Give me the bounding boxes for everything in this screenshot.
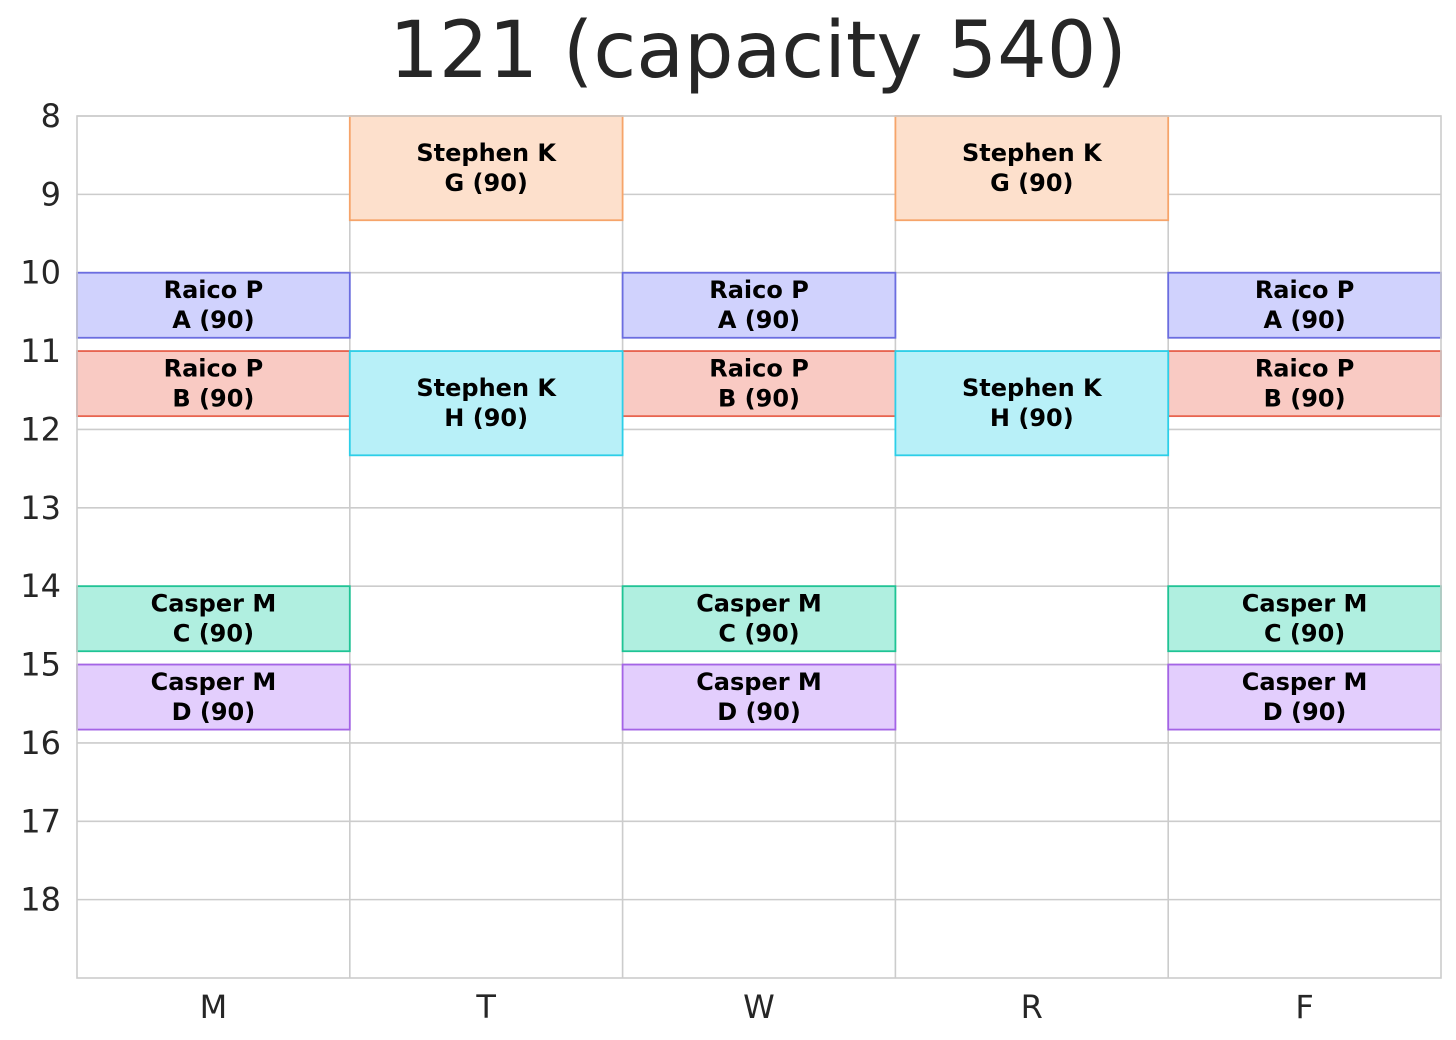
block-instructor-label: Casper M (151, 668, 277, 696)
hour-tick-label: 15 (20, 646, 61, 684)
hour-tick-label: 9 (41, 175, 61, 213)
block-section-label: H (90) (444, 404, 528, 432)
course-block (621, 271, 897, 339)
hour-tick-label: 10 (20, 254, 61, 292)
course-block (348, 350, 624, 457)
block-instructor-label: Casper M (1242, 668, 1368, 696)
block-instructor-label: Raico P (1255, 276, 1355, 304)
block-section-label: C (90) (173, 620, 254, 648)
block-section-label: D (90) (172, 698, 256, 726)
course-block (894, 115, 1170, 222)
block-instructor-label: Stephen K (962, 374, 1103, 402)
block-section-label: A (90) (718, 306, 800, 334)
course-block (621, 585, 897, 653)
block-section-label: C (90) (718, 620, 799, 648)
block-instructor-label: Casper M (151, 590, 277, 618)
plot-frame (76, 115, 1442, 979)
day-tick-label: T (475, 988, 496, 1026)
hour-tick-label: 8 (41, 97, 61, 135)
block-instructor-label: Stephen K (416, 374, 557, 402)
plot-area (77, 116, 1441, 978)
block-section-label: A (90) (172, 306, 254, 334)
course-block (1167, 663, 1442, 731)
block-section-label: B (90) (718, 385, 800, 413)
hour-tick-label: 13 (20, 489, 61, 527)
course-block (76, 350, 351, 418)
block-instructor-label: Stephen K (416, 139, 557, 167)
course-block (348, 115, 624, 222)
block-instructor-label: Casper M (696, 668, 822, 696)
course-block (894, 350, 1170, 457)
block-section-label: B (90) (1264, 385, 1346, 413)
block-section-label: D (90) (717, 698, 801, 726)
block-instructor-label: Casper M (696, 590, 822, 618)
block-instructor-label: Raico P (709, 355, 809, 383)
course-block (1167, 271, 1442, 339)
hour-tick-label: 18 (20, 881, 61, 919)
block-section-label: B (90) (172, 385, 254, 413)
block-section-label: C (90) (1264, 620, 1345, 648)
block-section-label: H (90) (990, 404, 1074, 432)
course-block (1167, 350, 1442, 418)
block-instructor-label: Stephen K (962, 139, 1103, 167)
block-instructor-label: Raico P (164, 355, 264, 383)
block-section-label: D (90) (1263, 698, 1347, 726)
hour-tick-label: 14 (20, 567, 61, 605)
course-block (76, 271, 351, 339)
day-tick-label: F (1295, 988, 1313, 1026)
block-section-label: G (90) (990, 169, 1073, 197)
block-section-label: G (90) (445, 169, 528, 197)
hour-tick-label: 11 (20, 332, 61, 370)
hour-tick-label: 16 (20, 724, 61, 762)
chart-title: 121 (capacity 540) (389, 6, 1127, 96)
course-block (621, 663, 897, 731)
block-instructor-label: Raico P (164, 276, 264, 304)
block-instructor-label: Raico P (709, 276, 809, 304)
block-instructor-label: Casper M (1242, 590, 1368, 618)
day-tick-label: W (743, 988, 775, 1026)
course-block (76, 585, 351, 653)
day-tick-label: R (1021, 988, 1043, 1026)
block-section-label: A (90) (1263, 306, 1345, 334)
block-instructor-label: Raico P (1255, 355, 1355, 383)
hour-tick-label: 17 (20, 802, 61, 840)
hour-tick-label: 12 (20, 410, 61, 448)
day-tick-label: M (200, 988, 228, 1026)
